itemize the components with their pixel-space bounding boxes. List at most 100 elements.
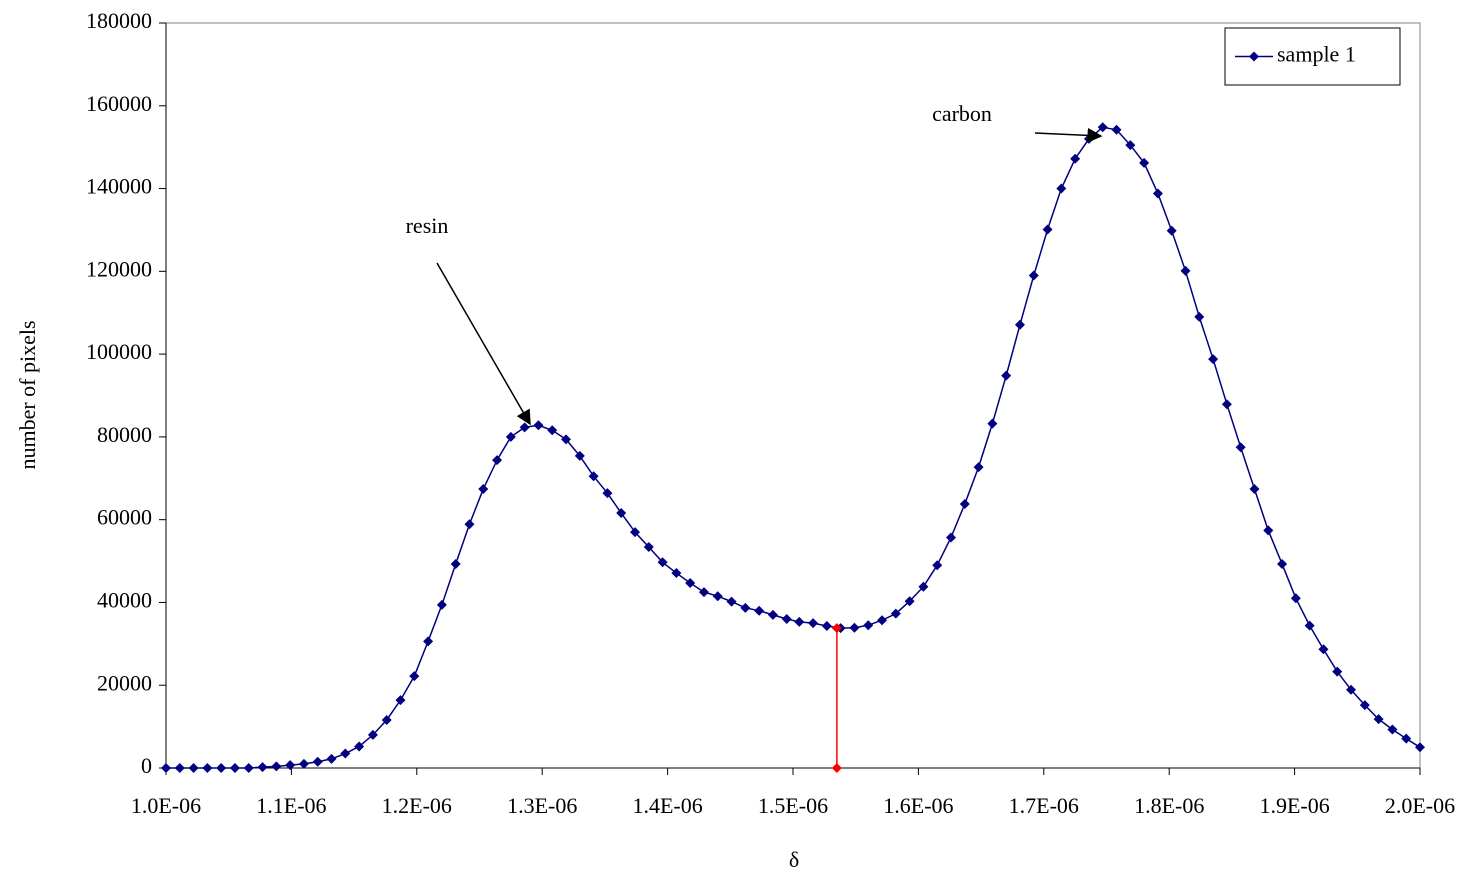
marker <box>932 560 943 571</box>
marker <box>1166 225 1177 236</box>
x-tick-label: 1.4E-06 <box>632 793 702 818</box>
marker <box>904 596 915 607</box>
plot-frame <box>165 22 1421 769</box>
marker <box>1263 525 1274 536</box>
marker <box>1139 157 1150 168</box>
marker <box>959 498 970 509</box>
marker <box>726 596 737 607</box>
y-tick-label: 60000 <box>97 505 152 530</box>
y-tick-label: 20000 <box>97 670 152 695</box>
marker <box>1180 265 1191 276</box>
x-tick-label: 2.0E-06 <box>1385 793 1455 818</box>
marker <box>588 471 599 482</box>
marker <box>1332 666 1343 677</box>
x-axis-label: δ <box>789 847 799 872</box>
marker <box>174 763 185 773</box>
marker <box>987 418 998 429</box>
marker <box>381 714 392 725</box>
marker <box>754 605 765 616</box>
y-tick-label: 80000 <box>97 422 152 447</box>
marker <box>533 420 544 431</box>
annotation-arrow <box>436 262 531 426</box>
marker <box>257 762 268 773</box>
marker <box>1028 270 1039 281</box>
marker <box>1249 484 1260 495</box>
marker <box>1001 370 1012 381</box>
marker <box>519 422 530 433</box>
marker <box>340 748 351 759</box>
marker <box>831 623 842 634</box>
marker <box>1042 224 1053 235</box>
marker <box>1373 714 1384 725</box>
marker <box>1111 124 1122 135</box>
marker <box>643 541 654 552</box>
marker <box>367 729 378 740</box>
marker <box>243 763 254 773</box>
marker <box>161 763 171 773</box>
marker <box>657 557 668 568</box>
marker <box>890 608 901 619</box>
marker <box>821 621 832 632</box>
marker <box>863 620 874 631</box>
marker <box>671 568 682 579</box>
marker <box>1056 183 1067 194</box>
marker <box>849 622 860 633</box>
marker <box>1346 684 1357 695</box>
marker <box>629 527 640 538</box>
marker <box>1125 140 1136 151</box>
x-tick-label: 1.5E-06 <box>758 793 828 818</box>
marker <box>395 695 406 706</box>
marker <box>1235 442 1246 453</box>
marker <box>1401 733 1412 744</box>
marker <box>326 753 337 764</box>
marker <box>685 577 696 588</box>
marker <box>505 431 516 442</box>
marker <box>1277 558 1288 569</box>
marker <box>409 671 420 682</box>
marker <box>312 756 323 767</box>
marker <box>229 763 240 773</box>
marker <box>1415 742 1425 753</box>
marker <box>1304 620 1315 631</box>
x-tick-label: 1.1E-06 <box>256 793 326 818</box>
marker <box>877 615 888 626</box>
marker <box>918 581 929 592</box>
y-tick-label: 140000 <box>86 174 152 199</box>
marker <box>602 488 613 499</box>
x-tick-label: 1.2E-06 <box>382 793 452 818</box>
marker <box>1359 700 1370 711</box>
x-tick-label: 1.6E-06 <box>883 793 953 818</box>
x-tick-label: 1.0E-06 <box>131 793 201 818</box>
marker <box>216 763 227 773</box>
y-tick-label: 180000 <box>86 8 152 33</box>
x-tick-label: 1.3E-06 <box>507 793 577 818</box>
marker <box>423 636 434 647</box>
y-tick-label: 100000 <box>86 339 152 364</box>
marker <box>436 599 447 610</box>
x-tick-label: 1.8E-06 <box>1134 793 1204 818</box>
marker <box>831 763 842 773</box>
annotation: carbon <box>932 101 992 126</box>
marker <box>1221 399 1232 410</box>
marker <box>767 609 778 620</box>
series-line <box>166 126 1421 769</box>
y-tick-label: 40000 <box>97 587 152 612</box>
marker <box>285 760 296 771</box>
marker <box>712 591 723 602</box>
x-tick-label: 1.7E-06 <box>1009 793 1079 818</box>
legend-marker <box>1249 51 1259 62</box>
marker <box>1290 593 1301 604</box>
marker <box>1152 188 1163 199</box>
marker <box>1318 644 1329 655</box>
marker <box>740 602 751 613</box>
marker <box>561 434 572 445</box>
marker <box>188 763 199 773</box>
annotation: resin <box>406 213 449 238</box>
marker <box>354 741 365 752</box>
marker <box>1194 311 1205 322</box>
marker <box>478 484 489 495</box>
marker <box>781 614 792 624</box>
marker <box>616 508 627 519</box>
marker <box>1014 319 1025 330</box>
